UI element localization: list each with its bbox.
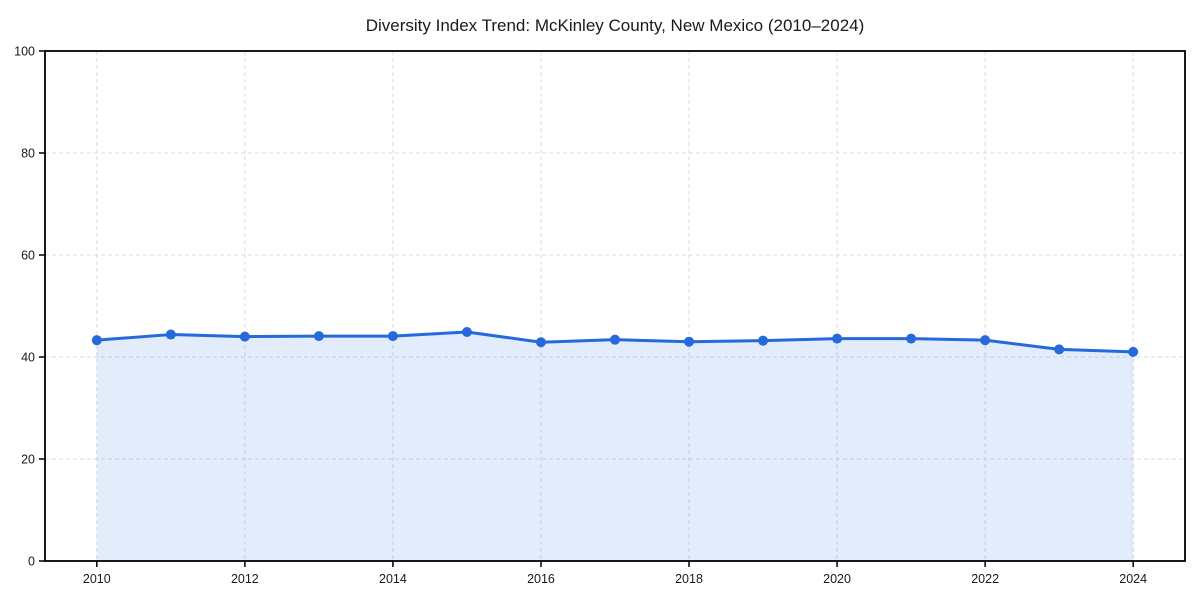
y-axis-labels: 0 20 40 60 80 100 — [14, 45, 35, 569]
x-tick-label: 2010 — [83, 572, 111, 586]
axis-ticks — [39, 50, 1134, 567]
data-point — [758, 335, 769, 346]
y-tick-label: 100 — [14, 45, 35, 59]
x-tick-label: 2018 — [675, 572, 703, 586]
x-tick-label: 2024 — [1119, 572, 1147, 586]
area-fill — [96, 332, 1134, 561]
y-tick-label: 20 — [21, 453, 35, 467]
data-point — [610, 334, 620, 345]
data-point — [239, 331, 250, 342]
y-tick-label: 40 — [21, 351, 35, 365]
x-tick-label: 2022 — [971, 572, 999, 586]
data-points — [91, 327, 1139, 357]
series-area — [96, 332, 1134, 561]
gridlines — [45, 51, 1185, 561]
x-tick-label: 2016 — [527, 572, 555, 586]
chart-title: Diversity Index Trend: McKinley County, … — [366, 16, 865, 35]
x-tick-label: 2014 — [379, 572, 407, 586]
y-tick-label: 60 — [21, 249, 35, 263]
data-point — [1054, 344, 1065, 355]
plot-border — [44, 50, 1186, 562]
data-point — [906, 333, 917, 344]
data-point — [684, 336, 695, 347]
data-point — [91, 335, 102, 346]
data-point — [535, 337, 546, 348]
data-point — [387, 331, 398, 342]
data-point — [165, 329, 176, 340]
data-point — [461, 327, 472, 338]
data-point — [1128, 346, 1139, 357]
x-axis-labels: 2010 2012 2014 2016 2018 2020 2022 2024 — [83, 572, 1147, 586]
data-point — [313, 331, 324, 342]
data-point — [832, 333, 843, 344]
y-tick-label: 0 — [28, 555, 35, 569]
x-tick-label: 2012 — [231, 572, 259, 586]
data-point — [980, 335, 991, 346]
y-tick-label: 80 — [21, 147, 35, 161]
x-tick-label: 2020 — [823, 572, 851, 586]
